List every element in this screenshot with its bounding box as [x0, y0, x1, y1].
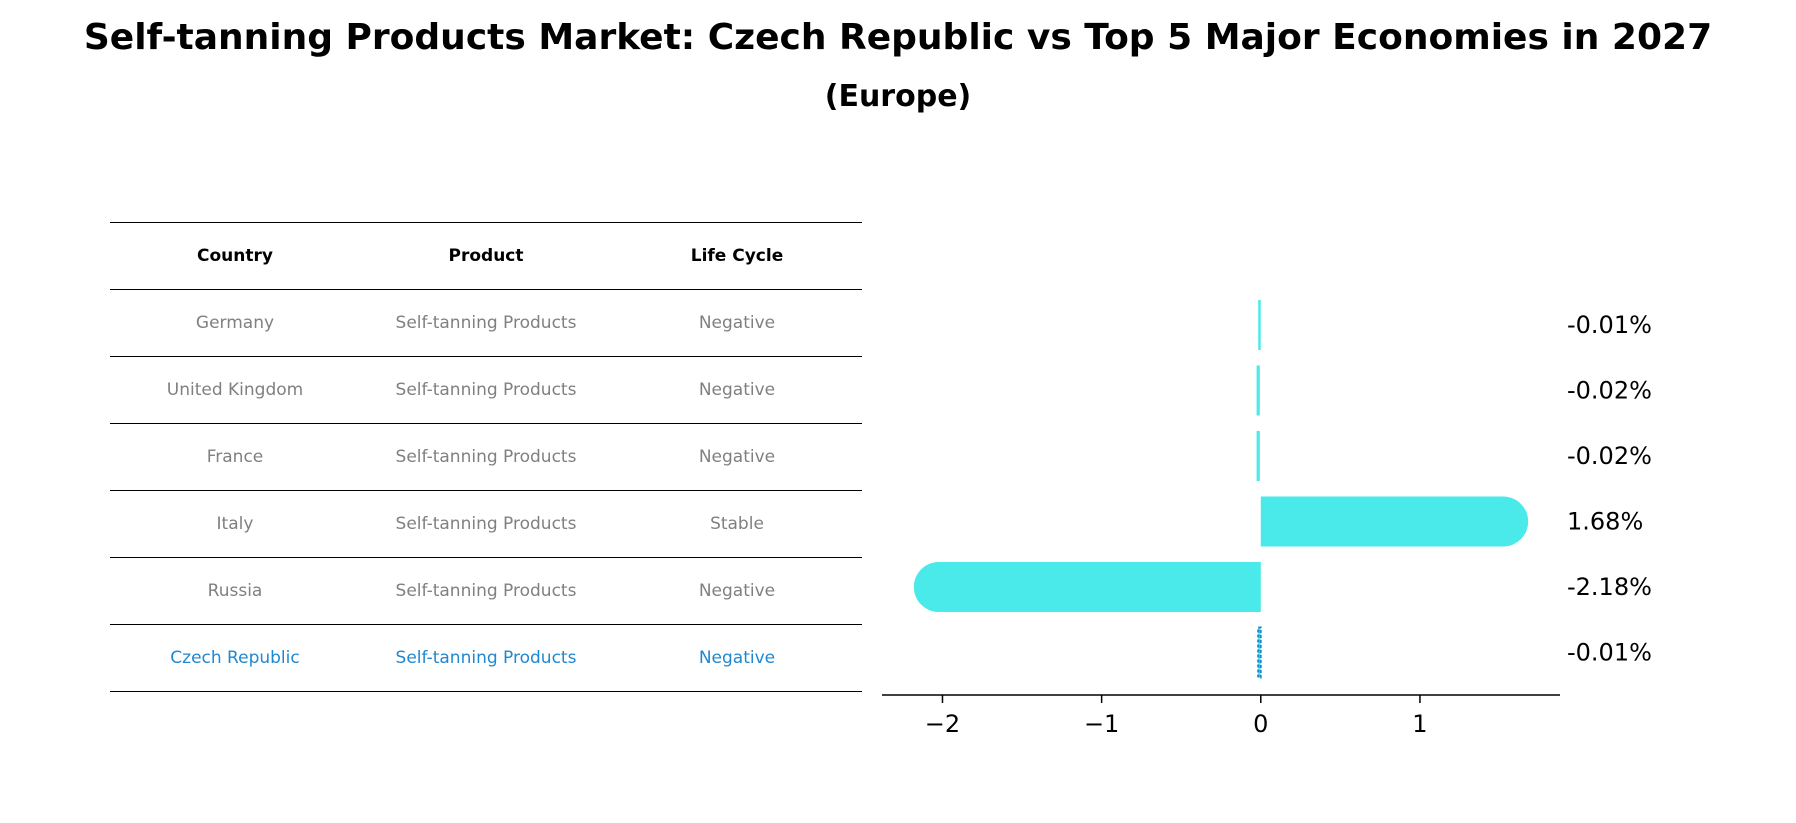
data-label: -2.18%	[1567, 573, 1652, 601]
cell-product: Self-tanning Products	[395, 581, 577, 601]
bar-chart: -0.01% -0.02% -0.02% 1.68% -2.18% -0.01% −2 −1 0…	[882, 300, 1652, 738]
cell-life-cycle: Negative	[698, 581, 776, 601]
cell-product: Self-tanning Products	[395, 514, 577, 534]
cell-country: Czech Republic	[170, 648, 300, 668]
x-tick-label: 0	[1253, 710, 1268, 738]
data-label: -0.01%	[1567, 639, 1652, 667]
chart-subtitle: (Europe)	[824, 79, 972, 114]
x-tick-label: 1	[1412, 710, 1427, 738]
table-header-row: Country Product Life Cycle	[110, 223, 862, 290]
data-label: -0.02%	[1567, 442, 1652, 470]
table-row: Russia Self-tanning Products Negative	[110, 558, 862, 625]
table-row-highlight: Czech Republic Self-tanning Products Neg…	[110, 625, 862, 692]
table-row: United Kingdom Self-tanning Products Neg…	[110, 357, 862, 424]
bar	[1256, 365, 1260, 416]
x-tick-label: −1	[1084, 710, 1119, 738]
table-row: France Self-tanning Products Negative	[110, 424, 862, 491]
table-row: Germany Self-tanning Products Negative	[110, 290, 862, 357]
cell-country: France	[206, 447, 264, 467]
cell-life-cycle: Negative	[698, 648, 776, 668]
cell-product: Self-tanning Products	[395, 380, 577, 400]
cell-country: Russia	[207, 581, 263, 601]
bar	[1256, 431, 1260, 481]
data-label: 1.68%	[1567, 508, 1643, 536]
header-country: Country	[197, 246, 273, 266]
bar	[913, 562, 1261, 612]
cell-country: Germany	[195, 313, 275, 333]
cell-country: Italy	[216, 514, 254, 534]
country-table: Country Product Life Cycle Germany Self-…	[110, 222, 862, 692]
header-product: Product	[448, 246, 524, 266]
cell-product: Self-tanning Products	[395, 313, 577, 333]
table-row: Italy Self-tanning Products Stable	[110, 491, 862, 558]
cell-product: Self-tanning Products	[395, 447, 577, 467]
cell-life-cycle: Negative	[698, 313, 776, 333]
chart-title: Self-tanning Products Market: Czech Repu…	[83, 17, 1713, 58]
data-label: -0.02%	[1567, 377, 1652, 405]
x-tick-label: −2	[925, 710, 960, 738]
cell-life-cycle: Negative	[698, 380, 776, 400]
bar	[1257, 626, 1262, 679]
cell-life-cycle: Negative	[698, 447, 776, 467]
cell-life-cycle: Stable	[710, 514, 764, 534]
header-life-cycle: Life Cycle	[690, 246, 784, 266]
cell-product: Self-tanning Products	[395, 648, 577, 668]
data-label: -0.01%	[1567, 311, 1652, 339]
cell-country: United Kingdom	[166, 380, 304, 400]
bar	[1260, 496, 1529, 547]
bar	[1258, 300, 1261, 350]
